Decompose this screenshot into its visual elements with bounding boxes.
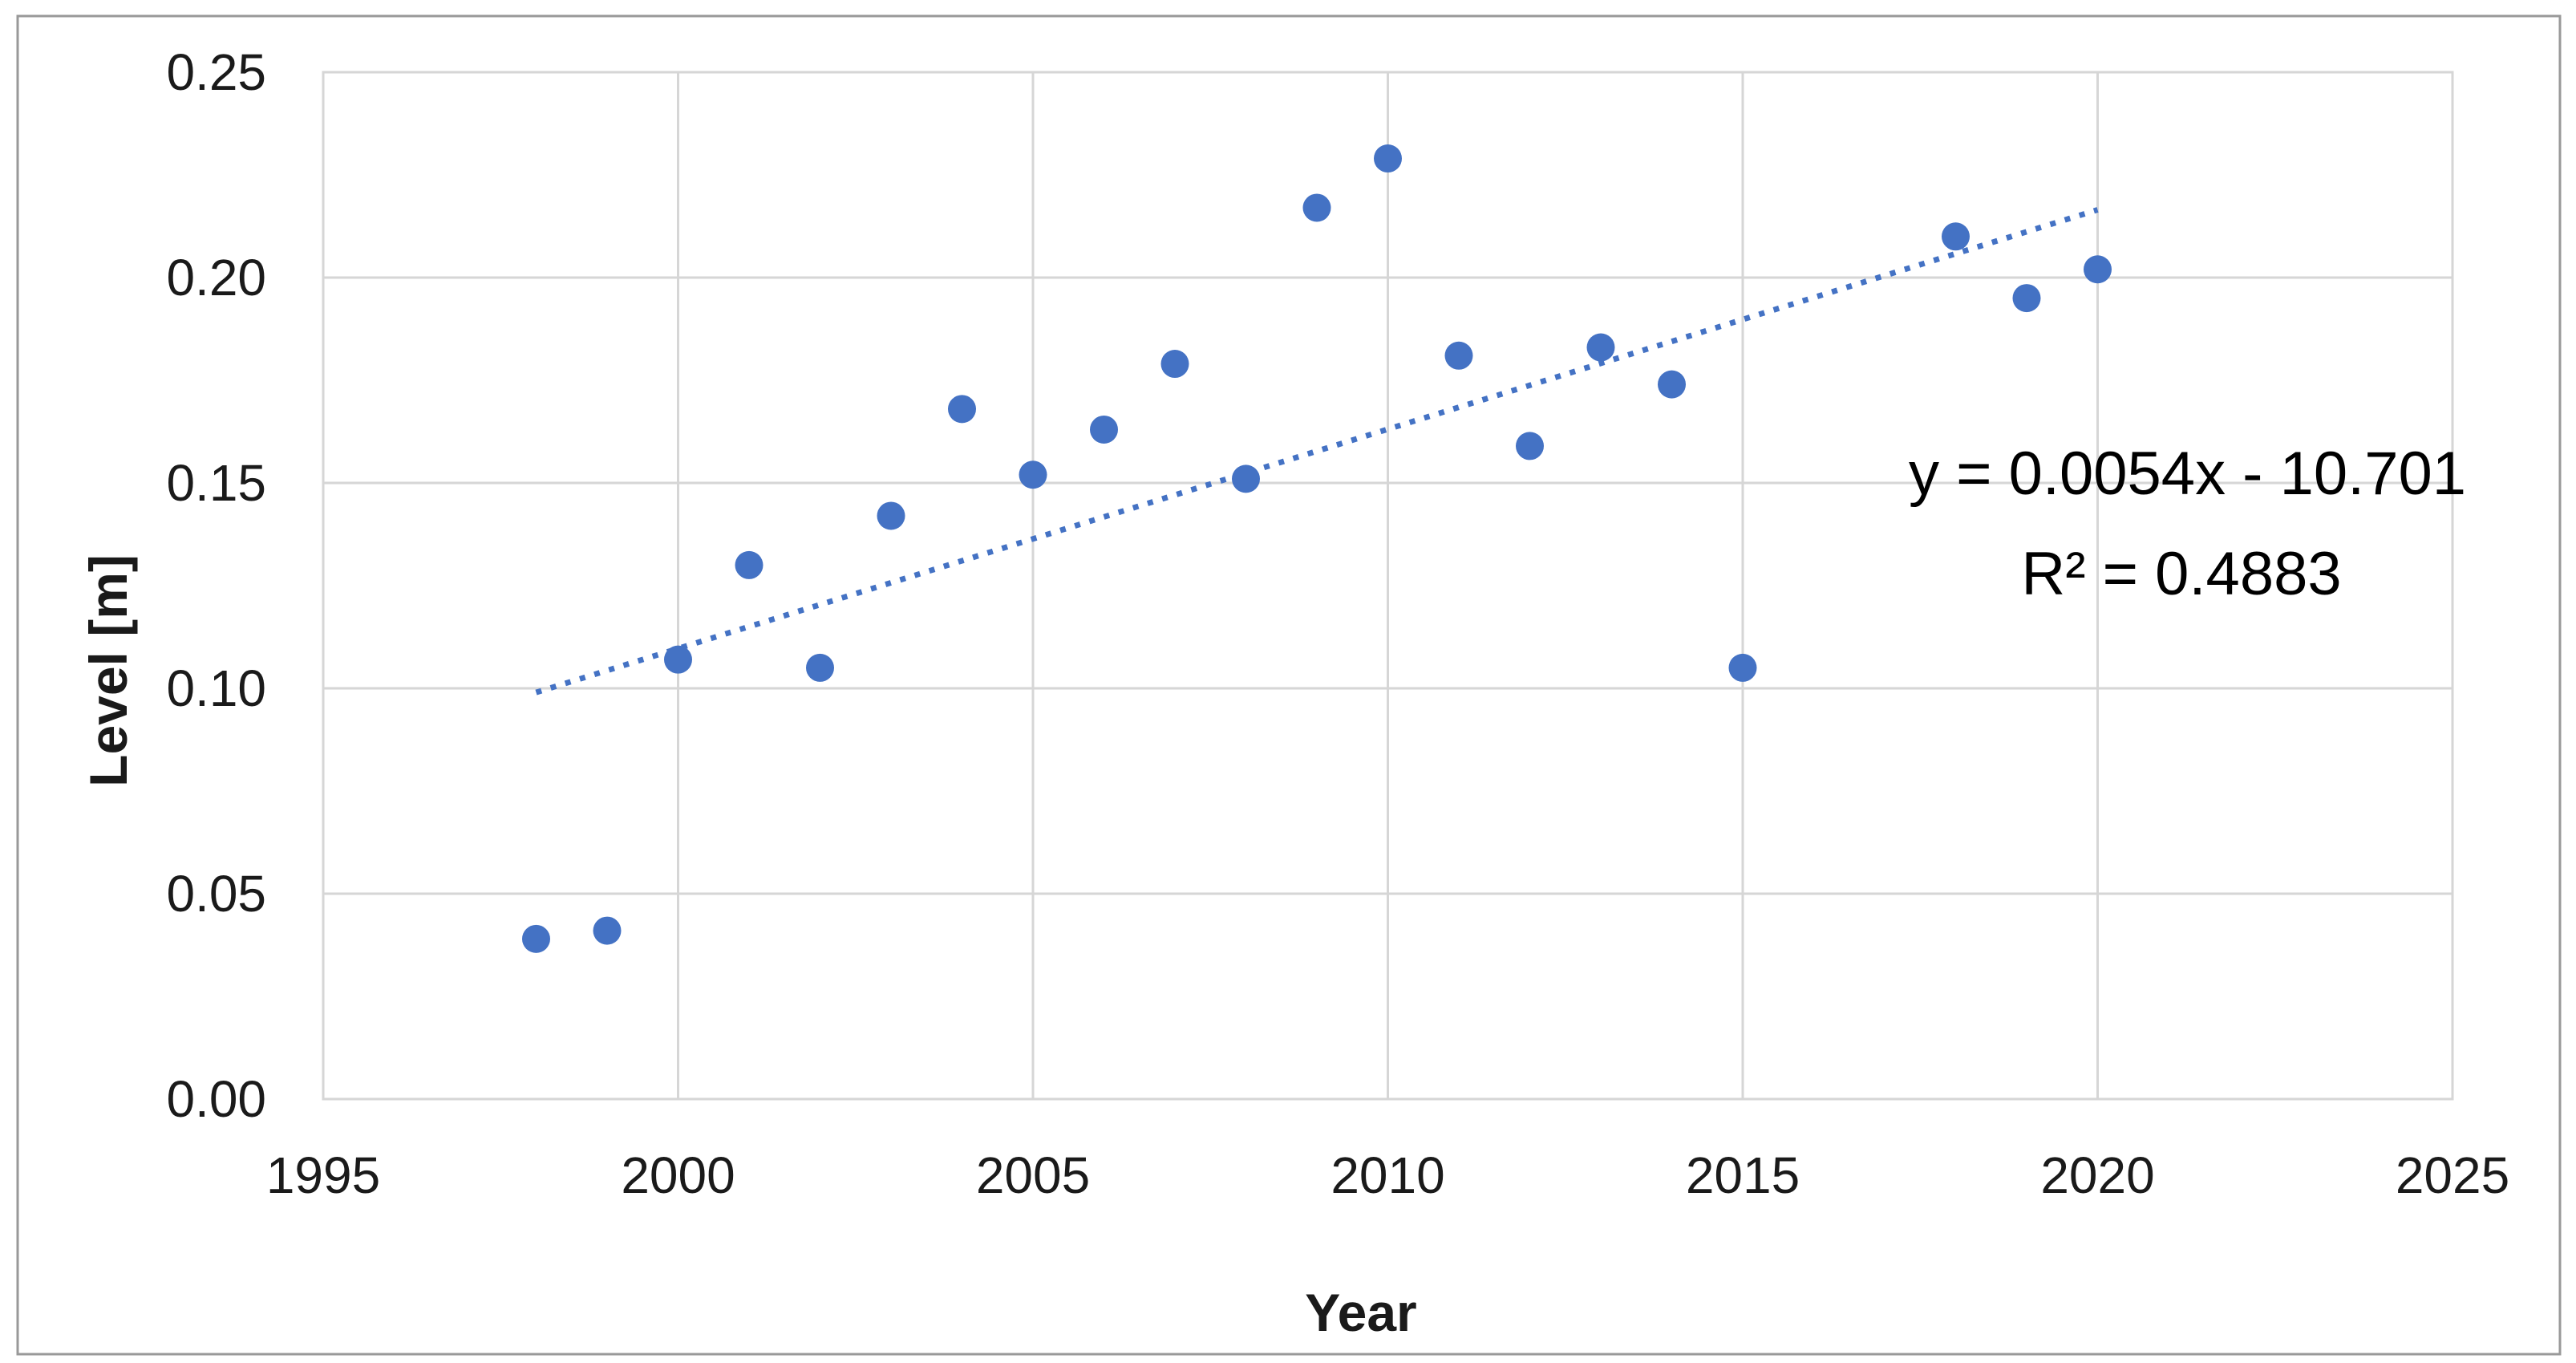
plot-area-border	[322, 71, 2454, 1101]
data-point-2014[interactable]	[1658, 370, 1686, 399]
data-point-2011[interactable]	[1444, 341, 1473, 370]
y-tick-label-0.00: 0.00	[166, 1070, 266, 1128]
data-point-2007[interactable]	[1160, 350, 1189, 379]
trendline-label[interactable]: y = 0.0054x - 10.701 R² = 0.4883	[1909, 424, 2467, 624]
y-tick-label-0.05: 0.05	[166, 865, 266, 923]
data-point-2013[interactable]	[1586, 333, 1615, 362]
y-tick-label-0.20: 0.20	[166, 249, 266, 306]
y-axis-title: Level [m]	[79, 554, 138, 787]
trendline[interactable]	[535, 207, 2099, 696]
data-point-2018[interactable]	[1942, 222, 1970, 251]
data-point-2009[interactable]	[1302, 193, 1331, 222]
data-point-2000[interactable]	[664, 645, 692, 674]
data-point-2019[interactable]	[2012, 284, 2041, 313]
data-point-1998[interactable]	[522, 924, 550, 953]
x-tick-label-1995: 1995	[265, 1146, 381, 1204]
data-point-2005[interactable]	[1019, 460, 1047, 489]
scatter-points	[522, 144, 2112, 953]
data-point-2001[interactable]	[735, 550, 763, 579]
trendline-equation: y = 0.0054x - 10.701	[1909, 440, 2467, 508]
data-point-2002[interactable]	[806, 653, 834, 682]
data-point-2006[interactable]	[1090, 415, 1118, 444]
x-tick-label-2010: 2010	[1331, 1146, 1445, 1204]
data-point-2012[interactable]	[1516, 432, 1544, 460]
x-tick-label-2000: 2000	[621, 1146, 735, 1204]
data-point-2010[interactable]	[1374, 144, 1402, 173]
trendline-r-squared: R² = 0.4883	[2021, 540, 2342, 608]
y-tick-label-0.10: 0.10	[166, 659, 266, 717]
x-tick-label-2025: 2025	[2395, 1146, 2510, 1204]
y-tick-label-0.15: 0.15	[166, 454, 266, 512]
data-point-2008[interactable]	[1232, 464, 1260, 493]
data-point-2004[interactable]	[948, 395, 976, 424]
x-tick-label-2005: 2005	[975, 1146, 1091, 1204]
data-point-2015[interactable]	[1728, 653, 1757, 682]
figure-border	[16, 14, 2562, 1356]
x-axis-title: Year	[1305, 1283, 1417, 1342]
y-tick-label-0.25: 0.25	[166, 43, 266, 101]
data-point-1999[interactable]	[593, 916, 622, 945]
x-tick-label-2020: 2020	[2040, 1146, 2155, 1204]
x-tick-label-2015: 2015	[1685, 1146, 1800, 1204]
data-point-2003[interactable]	[877, 501, 905, 530]
data-point-2020[interactable]	[2084, 255, 2112, 284]
